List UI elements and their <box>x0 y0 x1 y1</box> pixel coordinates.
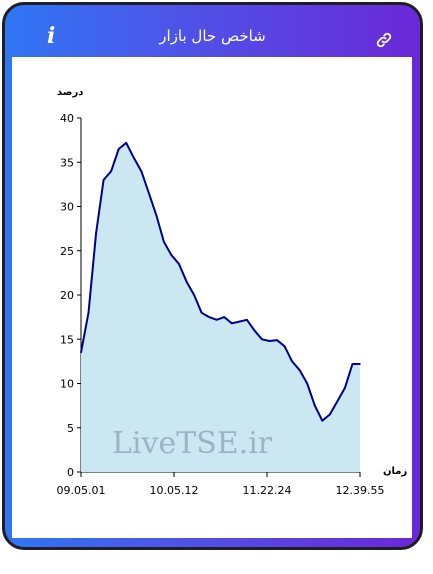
data-point <box>313 404 316 407</box>
y-tick-label: 20 <box>60 289 74 302</box>
series-line <box>80 141 360 422</box>
market-index-chart: 0 5 10 15 20 25 30 35 40 09.05.01 10.05.12 11.22.24… <box>57 87 408 497</box>
chart-panel: 0 5 10 15 20 25 30 35 40 09.05.01 10.05.12 11.22.24… <box>12 57 412 538</box>
data-point <box>261 338 263 341</box>
data-point <box>102 179 105 181</box>
y-tick-label: 0 <box>67 466 74 479</box>
widget-card: i شاخص حال بازار 0 5 10 15 20 25 30 35 40 09.05.0… <box>2 2 423 550</box>
data-point <box>80 351 82 354</box>
x-tick-label: 10.05.12 <box>150 484 199 497</box>
data-point <box>140 170 143 172</box>
data-point <box>163 241 165 243</box>
data-point <box>291 360 293 363</box>
y-tick-label: 5 <box>67 422 74 435</box>
y-tick-label: 15 <box>60 333 74 346</box>
data-point <box>344 387 346 389</box>
data-point <box>329 413 331 416</box>
data-point <box>268 340 271 342</box>
y-tick-label: 40 <box>60 112 74 125</box>
data-point <box>215 318 218 321</box>
chart-plot <box>80 141 361 473</box>
data-point <box>132 157 135 159</box>
data-point <box>238 320 241 323</box>
data-point <box>193 294 195 296</box>
link-icon[interactable] <box>375 31 393 49</box>
data-point <box>178 263 180 265</box>
widget-header: i شاخص حال بازار <box>5 5 420 57</box>
data-point <box>125 141 128 144</box>
data-point <box>351 363 354 365</box>
data-point <box>185 280 188 283</box>
widget-title: شاخص حال بازار <box>159 27 266 45</box>
data-point <box>253 329 256 332</box>
y-tick-label: 10 <box>60 378 74 391</box>
data-point <box>155 214 158 217</box>
data-point <box>359 363 361 365</box>
y-tick-label: 30 <box>60 201 74 214</box>
data-point <box>117 148 120 150</box>
series-area <box>81 142 360 473</box>
data-point <box>110 170 112 172</box>
data-point <box>208 316 210 318</box>
x-tick-label: 11.22.24 <box>243 484 292 497</box>
chart-axes: 0 5 10 15 20 25 30 35 40 09.05.01 10.05.12 11.22.24… <box>57 112 385 497</box>
y-axis-title: درصد <box>57 87 83 98</box>
y-tick-label: 35 <box>60 156 74 169</box>
data-point <box>283 345 286 348</box>
x-tick-label: 09.05.01 <box>57 484 106 497</box>
data-point <box>87 311 90 314</box>
y-tick-label: 25 <box>60 245 74 258</box>
data-point <box>170 254 173 256</box>
data-point <box>298 369 301 372</box>
data-point <box>148 192 150 195</box>
x-axis-title: زمان <box>383 466 407 477</box>
data-point <box>95 232 97 234</box>
data-point <box>336 400 339 403</box>
data-point <box>321 419 324 422</box>
info-icon[interactable]: i <box>47 23 56 49</box>
data-point <box>231 322 233 325</box>
data-point <box>223 316 226 318</box>
data-point <box>276 339 278 341</box>
watermark: LiveTSE.ir <box>112 426 273 461</box>
data-point <box>306 382 309 385</box>
data-point <box>246 318 248 321</box>
x-tick-label: 12.39.55 <box>336 484 385 497</box>
data-point <box>200 311 203 314</box>
